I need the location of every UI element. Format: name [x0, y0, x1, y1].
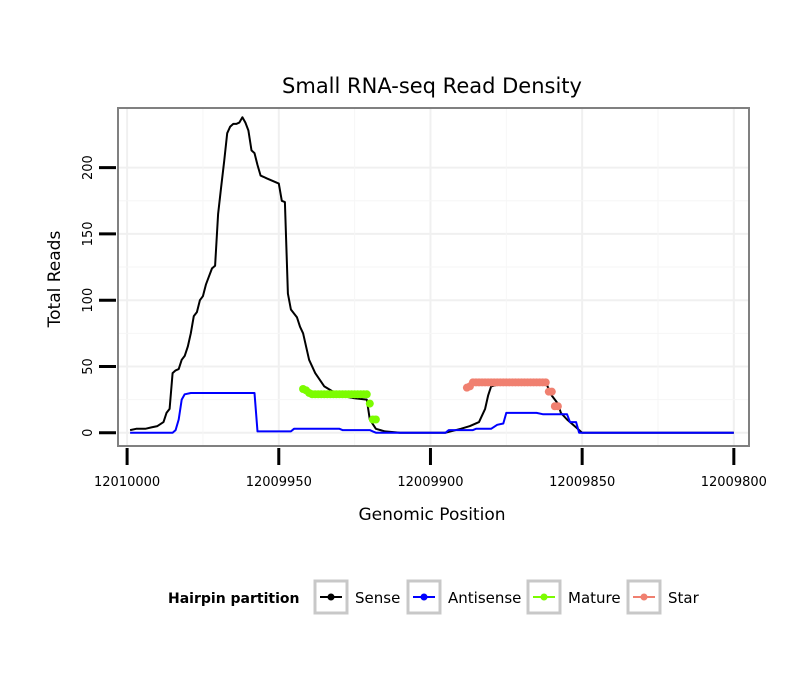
chart-title: Small RNA-seq Read Density [282, 74, 582, 98]
legend-dot-sense [327, 593, 335, 601]
mature-point [362, 390, 371, 399]
x-tick-label: 12009800 [701, 475, 767, 490]
axes: 12010000 12009950 12009900 12009850 12009800… [81, 155, 767, 490]
x-tick-label: 12009850 [549, 475, 615, 490]
y-tick-label: 150 [81, 222, 96, 247]
y-tick-label: 50 [81, 358, 96, 375]
x-axis-label: Genomic Position [358, 505, 505, 525]
x-tick-label: 12009900 [397, 475, 463, 490]
legend-title: Hairpin partition [168, 591, 299, 607]
x-tick-label: 12009950 [246, 475, 312, 490]
legend: Hairpin partition Sense Antisense Mature St… [168, 579, 700, 615]
legend-dot-antisense [420, 593, 428, 601]
star-point [553, 402, 562, 411]
sense-line [129, 116, 734, 434]
mature-point [365, 399, 374, 408]
x-tick-label: 12010000 [94, 475, 160, 490]
y-axis-label: Total Reads [45, 231, 65, 329]
y-tick-label: 100 [81, 288, 96, 313]
plot-panel [117, 107, 750, 447]
mature-point [371, 415, 380, 424]
series-layer [129, 116, 734, 434]
legend-label-mature: Mature [568, 589, 621, 607]
star-point [547, 387, 556, 396]
y-tick-label: 0 [81, 429, 96, 437]
legend-dot-mature [540, 593, 548, 601]
y-tick-label: 200 [81, 155, 96, 180]
legend-label-antisense: Antisense [448, 589, 521, 607]
legend-dot-star [640, 593, 648, 601]
legend-label-star: Star [668, 589, 700, 607]
antisense-line [130, 392, 734, 434]
legend-label-sense: Sense [355, 589, 400, 607]
star-point [541, 378, 550, 387]
